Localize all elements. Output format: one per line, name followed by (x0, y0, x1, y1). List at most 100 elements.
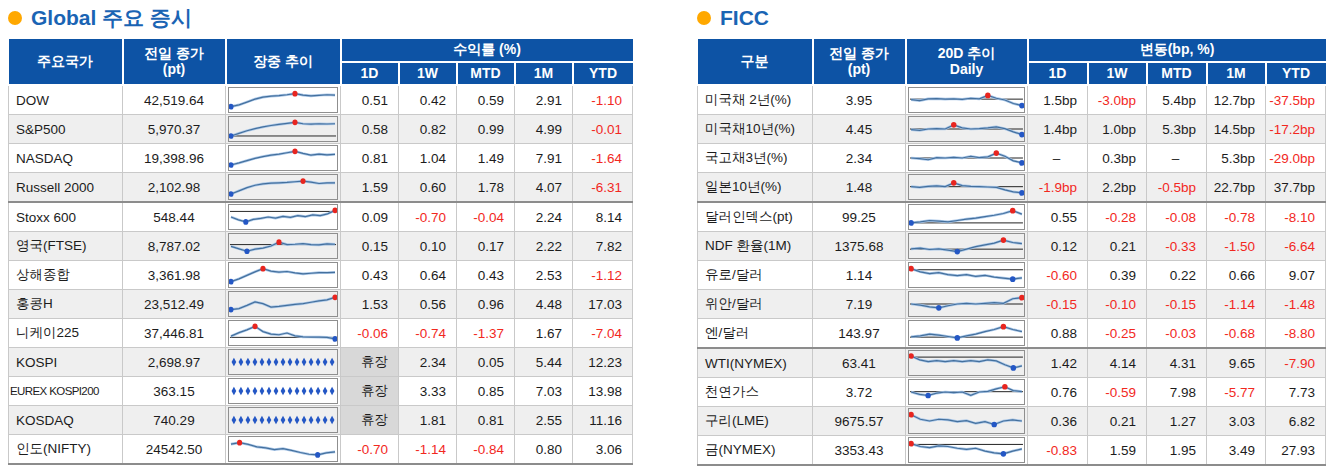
instrument-name: KOSPI (9, 348, 123, 377)
instrument-name: 영국(FTSE) (9, 232, 123, 261)
change-value: 0.17 (457, 232, 515, 261)
sparkline-chart-icon (908, 437, 1025, 463)
sparkline-chart-icon (228, 174, 338, 200)
change-value: -0.25 (1088, 319, 1147, 349)
change-value: -0.60 (1028, 261, 1088, 290)
header-close-col: 전일 종가(pt) (123, 39, 226, 85)
change-value: 22.7bp (1207, 173, 1266, 203)
table-row: 위안/달러7.19-0.15-0.10-0.15-1.14-1.48 (698, 290, 1326, 319)
ficc-table: 구분전일 종가(pt)20D 추이Daily변동(bp, %)1D1WMTD1M… (697, 39, 1326, 466)
sparkline-chart-icon (908, 116, 1025, 142)
instrument-name: NDF 환율(1M) (698, 232, 813, 261)
change-value: 0.58 (341, 115, 399, 144)
change-value: -1.9bp (1028, 173, 1088, 203)
change-value: – (1028, 144, 1088, 173)
prev-close-value: 1.48 (813, 173, 906, 203)
instrument-name: 국고채3년(%) (698, 144, 813, 173)
change-value: 0.43 (457, 261, 515, 290)
sparkline-chart-icon (228, 291, 338, 317)
header-name-col: 주요국가 (9, 39, 123, 85)
instrument-name: 유로/달러 (698, 261, 813, 290)
change-value: 1.53 (341, 290, 399, 319)
change-value: -17.2bp (1266, 115, 1326, 144)
change-value: 0.51 (341, 85, 399, 115)
change-value: 5.44 (515, 348, 573, 377)
sparkline-chart-icon (228, 436, 338, 462)
header-period-1d: 1D (1028, 62, 1088, 85)
prev-close-value: 3.95 (813, 85, 906, 115)
change-value: 0.81 (457, 406, 515, 435)
change-value: 2.2bp (1088, 173, 1147, 203)
header-trend-col: 장중 추이 (226, 39, 341, 85)
change-value: 1.59 (341, 173, 399, 203)
change-value: 7.73 (1266, 378, 1326, 407)
change-value: -1.10 (573, 85, 633, 115)
change-value: 5.3bp (1147, 115, 1207, 144)
change-value: -0.68 (1207, 319, 1266, 349)
sparkline-chart-icon (908, 145, 1025, 171)
table-row: 인도(NIFTY)24542.50-0.70-1.14-0.840.803.06 (9, 435, 633, 465)
change-value: 1.5bp (1028, 85, 1088, 115)
change-value: 17.03 (573, 290, 633, 319)
instrument-name: 천연가스 (698, 378, 813, 407)
change-value: -8.80 (1266, 319, 1326, 349)
change-value: 2.24 (515, 202, 573, 232)
change-value: 0.22 (1147, 261, 1207, 290)
change-value: 0.36 (1028, 407, 1088, 436)
sparkline-cell (906, 85, 1028, 115)
header-period-1d: 1D (341, 62, 399, 85)
table-row: NDF 환율(1M)1375.680.120.21-0.33-1.50-6.64 (698, 232, 1326, 261)
change-value: 1.27 (1147, 407, 1207, 436)
change-value: 0.96 (457, 290, 515, 319)
change-value: -0.78 (1207, 202, 1266, 232)
sparkline-cell (906, 319, 1028, 349)
change-value: 0.80 (515, 435, 573, 465)
header-period-1m: 1M (1207, 62, 1266, 85)
change-value: 1.81 (399, 406, 457, 435)
sparkline-chart-icon (228, 378, 338, 404)
change-value: 0.39 (1088, 261, 1147, 290)
change-value: 0.42 (399, 85, 457, 115)
change-value: 1.78 (457, 173, 515, 203)
prev-close-value: 8,787.02 (123, 232, 226, 261)
sparkline-cell (906, 348, 1028, 378)
change-value: 27.93 (1266, 436, 1326, 466)
sparkline-chart-icon (228, 349, 338, 375)
sparkline-chart-icon (228, 407, 338, 433)
table-row: DOW42,519.640.510.420.592.91-1.10 (9, 85, 633, 115)
sparkline-cell (906, 407, 1028, 436)
header-period-1w: 1W (399, 62, 457, 85)
sparkline-chart-icon (908, 262, 1025, 288)
change-value: 휴장 (341, 406, 399, 435)
change-value: 0.60 (399, 173, 457, 203)
table-row: 홍콩H23,512.491.530.560.964.4817.03 (9, 290, 633, 319)
sparkline-chart-icon (228, 87, 338, 113)
change-value: -1.14 (1207, 290, 1266, 319)
change-value: 0.88 (1028, 319, 1088, 349)
header-close-col: 전일 종가(pt) (813, 39, 906, 85)
change-value: 12.23 (573, 348, 633, 377)
change-value: 0.09 (341, 202, 399, 232)
prev-close-value: 2.34 (813, 144, 906, 173)
change-value: 13.98 (573, 377, 633, 406)
header-period-ytd: YTD (573, 62, 633, 85)
sparkline-cell (226, 115, 341, 144)
change-value: 11.16 (573, 406, 633, 435)
instrument-name: 위안/달러 (698, 290, 813, 319)
prev-close-value: 99.25 (813, 202, 906, 232)
table-row: 달러인덱스(pt)99.250.55-0.28-0.08-0.78-8.10 (698, 202, 1326, 232)
table-row: 영국(FTSE)8,787.020.150.100.172.227.82 (9, 232, 633, 261)
change-value: -7.90 (1266, 348, 1326, 378)
sparkline-cell (906, 173, 1028, 203)
section-title-text: FICC (720, 6, 769, 30)
sparkline-cell (226, 85, 341, 115)
prev-close-value: 9675.57 (813, 407, 906, 436)
change-value: -0.15 (1028, 290, 1088, 319)
change-value: -0.06 (341, 319, 399, 348)
change-value: 0.55 (1028, 202, 1088, 232)
change-value: 0.81 (341, 144, 399, 173)
change-value: -0.10 (1088, 290, 1147, 319)
change-value: 5.4bp (1147, 85, 1207, 115)
prev-close-value: 63.41 (813, 348, 906, 378)
sparkline-cell (226, 435, 341, 465)
